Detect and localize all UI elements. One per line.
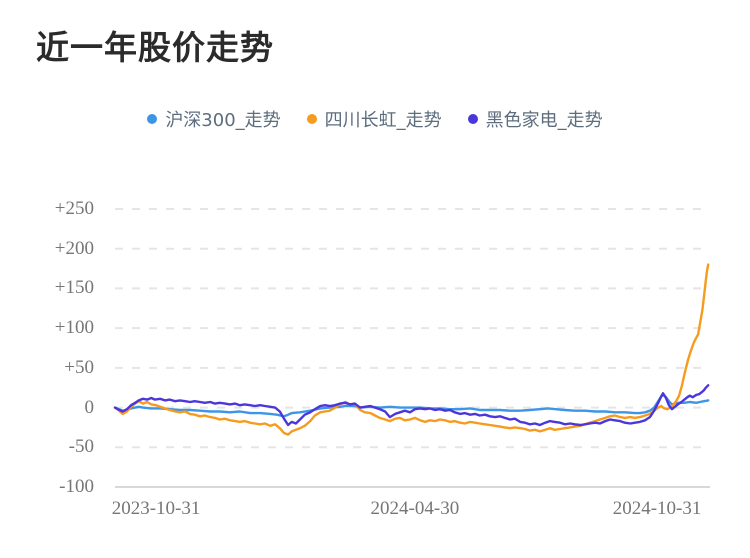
chart-legend: 沪深300_走势 四川长虹_走势 黑色家电_走势 xyxy=(0,106,750,132)
legend-label: 四川长虹_走势 xyxy=(324,110,442,131)
y-axis-label: +250 xyxy=(54,198,94,219)
series-line-2 xyxy=(113,263,710,436)
series-line-3 xyxy=(113,384,710,427)
y-axis-label: 0 xyxy=(84,396,95,418)
x-axis-label: 2024-10-31 xyxy=(612,498,702,519)
legend-label: 黑色家电_走势 xyxy=(485,110,603,131)
legend-dot-icon xyxy=(147,114,158,124)
y-axis-label: +200 xyxy=(54,237,94,259)
chart-title: 近一年股价走势 xyxy=(36,28,274,67)
legend-dot-icon xyxy=(306,114,317,124)
y-axis-label: -100 xyxy=(59,476,94,497)
y-axis-label: +100 xyxy=(54,317,94,339)
x-axis-label: 2024-04-30 xyxy=(370,498,460,519)
legend-item-3[interactable]: 黑色家电_走势 xyxy=(467,106,603,132)
y-axis-label: -50 xyxy=(68,436,94,458)
legend-item-2[interactable]: 四川长虹_走势 xyxy=(306,106,442,132)
y-axis-label: +50 xyxy=(64,356,94,378)
legend-item-1[interactable]: 沪深300_走势 xyxy=(147,106,281,132)
legend-label: 沪深300_走势 xyxy=(165,110,281,131)
legend-dot-icon xyxy=(467,114,478,124)
x-axis-label: 2023-10-31 xyxy=(111,498,201,519)
series-line-1 xyxy=(113,393,710,418)
y-axis-label: +150 xyxy=(54,277,94,299)
